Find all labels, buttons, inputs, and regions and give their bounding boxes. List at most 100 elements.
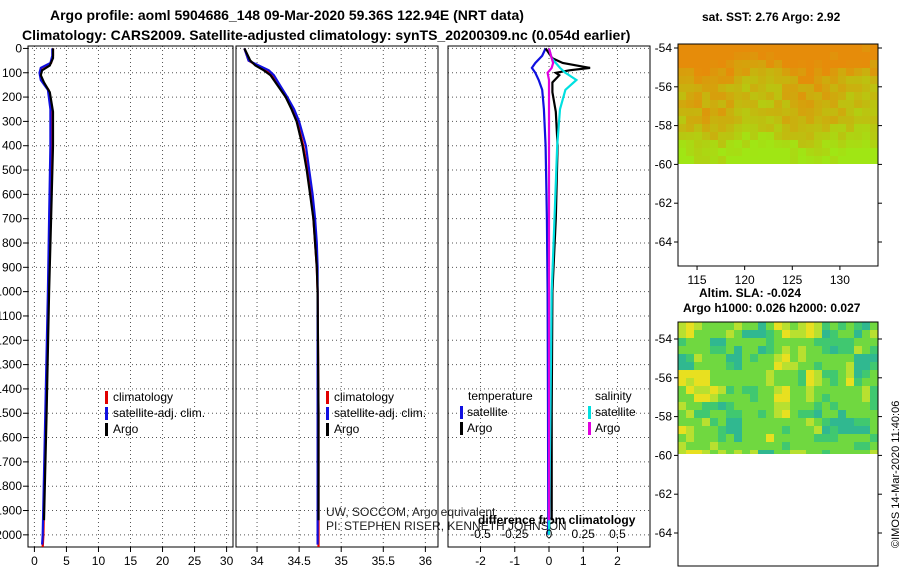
- map-cell: [838, 76, 846, 84]
- map-cell: [766, 418, 774, 426]
- map-cell: [694, 108, 702, 116]
- map-cell: [766, 84, 774, 92]
- map-cell: [678, 450, 686, 454]
- map-cell: [694, 92, 702, 100]
- map-cell: [846, 322, 854, 330]
- map-cell: [798, 442, 806, 450]
- map-cell: [718, 338, 726, 346]
- map-cell: [798, 378, 806, 386]
- map-cell: [734, 140, 742, 148]
- map-y-tick-label: -54: [655, 332, 673, 346]
- map-cell: [798, 418, 806, 426]
- map-cell: [678, 386, 686, 394]
- map-cell: [774, 100, 782, 108]
- map-cell: [742, 338, 750, 346]
- map-cell: [862, 394, 870, 402]
- map-cell: [750, 76, 758, 84]
- map-cell: [782, 52, 790, 60]
- map-cell: [790, 84, 798, 92]
- map-cell: [862, 450, 870, 454]
- map-cell: [718, 52, 726, 60]
- map-cell: [830, 44, 838, 52]
- map-cell: [830, 100, 838, 108]
- map-cell: [742, 156, 750, 164]
- map-y-tick-label: -54: [655, 41, 673, 55]
- map-cell: [758, 378, 766, 386]
- map-cell: [822, 330, 830, 338]
- map-cell: [718, 386, 726, 394]
- map-cell: [742, 330, 750, 338]
- map-cell: [798, 386, 806, 394]
- map-cell: [822, 124, 830, 132]
- map-cell: [822, 426, 830, 434]
- map-cell: [814, 330, 822, 338]
- map-cell: [806, 156, 814, 164]
- map-cell: [766, 108, 774, 116]
- map-cell: [718, 346, 726, 354]
- map-cell: [846, 394, 854, 402]
- map-cell: [870, 116, 878, 124]
- map-cell: [750, 330, 758, 338]
- map-cell: [790, 156, 798, 164]
- map-cell: [838, 156, 846, 164]
- map-cell: [678, 52, 686, 60]
- map-cell: [742, 92, 750, 100]
- map-cell: [686, 156, 694, 164]
- map-cell: [734, 370, 742, 378]
- map-cell: [734, 108, 742, 116]
- map-cell: [806, 100, 814, 108]
- map-cell: [718, 426, 726, 434]
- map-cell: [822, 148, 830, 156]
- map-cell: [734, 44, 742, 52]
- map-cell: [814, 156, 822, 164]
- map-cell: [750, 442, 758, 450]
- y-tick-label: 400: [2, 139, 22, 153]
- map-cell: [862, 68, 870, 76]
- map-cell: [686, 442, 694, 450]
- map-cell: [766, 394, 774, 402]
- map-cell: [806, 124, 814, 132]
- map-cell: [678, 76, 686, 84]
- map-cell: [750, 132, 758, 140]
- legend-label: satellite-adj. clim.: [334, 406, 426, 420]
- map-cell: [854, 84, 862, 92]
- map-cell: [686, 52, 694, 60]
- map-cell: [854, 434, 862, 442]
- map-cell: [862, 52, 870, 60]
- map-cell: [678, 156, 686, 164]
- y-tick-label: 200: [2, 90, 22, 104]
- map-cell: [814, 346, 822, 354]
- y-tick-label: 100: [2, 66, 22, 80]
- x-tick-label: 35.5: [372, 554, 396, 568]
- map-cell: [750, 100, 758, 108]
- map-cell: [718, 44, 726, 52]
- salinity-tick-label: -0.25: [501, 527, 529, 541]
- map-cell: [758, 108, 766, 116]
- map-cell: [702, 84, 710, 92]
- map-cell: [686, 60, 694, 68]
- y-tick-label: 1700: [0, 455, 22, 469]
- map-cell: [726, 92, 734, 100]
- map-cell: [870, 68, 878, 76]
- map-cell: [814, 132, 822, 140]
- map-cell: [798, 354, 806, 362]
- map-cell: [862, 322, 870, 330]
- y-tick-label: 1800: [0, 479, 22, 493]
- map-cell: [758, 68, 766, 76]
- map-cell: [750, 116, 758, 124]
- map-cell: [694, 354, 702, 362]
- map-cell: [870, 76, 878, 84]
- map-cell: [854, 450, 862, 454]
- legend-swatch: [588, 422, 591, 435]
- map-cell: [678, 44, 686, 52]
- map-cell: [862, 402, 870, 410]
- map-cell: [782, 140, 790, 148]
- map-cell: [798, 108, 806, 116]
- map-cell: [726, 378, 734, 386]
- x-tick-label: 34.5: [287, 554, 311, 568]
- map-cell: [678, 362, 686, 370]
- map-cell: [838, 148, 846, 156]
- map-cell: [734, 362, 742, 370]
- map-cell: [726, 338, 734, 346]
- map-cell: [694, 322, 702, 330]
